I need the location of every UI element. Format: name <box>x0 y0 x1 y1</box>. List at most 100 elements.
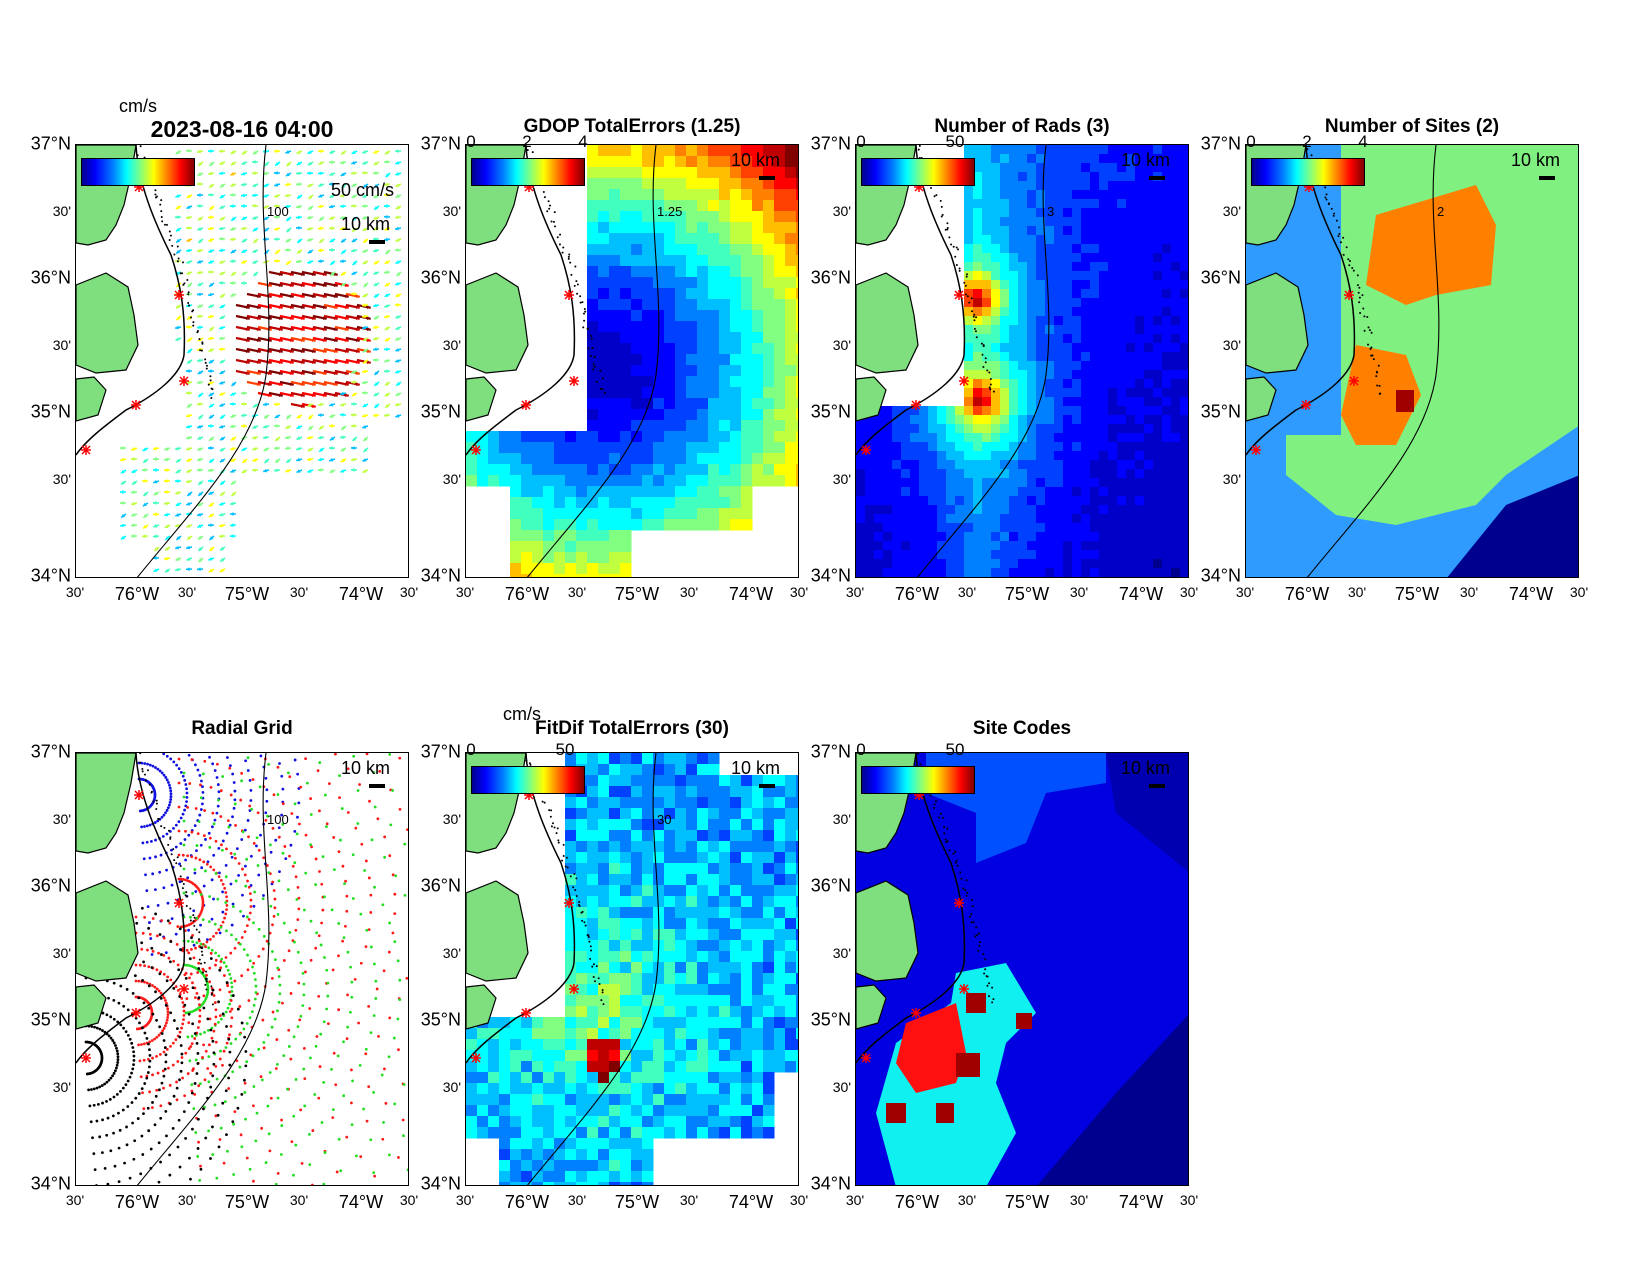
lat-tick-label: 35°N <box>810 1009 851 1030</box>
map-frame <box>465 752 799 1186</box>
lon-tick-label: 30' <box>789 584 809 600</box>
contour-label: 1.25 <box>657 204 683 219</box>
site-marker-icon <box>954 290 964 300</box>
site-marker-icon <box>521 400 531 410</box>
map-svg <box>856 145 1188 577</box>
panel-title: GDOP TotalErrors (1.25) <box>523 116 741 137</box>
site-marker-icon <box>1301 400 1311 410</box>
land-polygon <box>1246 272 1309 374</box>
heatmap-cells <box>466 753 798 1185</box>
lat-tick-label: 36°N <box>30 267 71 288</box>
scale-bar-label: 10 km <box>341 214 391 234</box>
lat-minor-tick-label: 30' <box>52 945 71 961</box>
scale-bar <box>1149 784 1165 788</box>
site-marker-icon <box>959 376 969 386</box>
lat-minor-tick-label: 30' <box>1222 337 1241 353</box>
lat-tick-label: 37°N <box>30 133 71 154</box>
lat-minor-tick-label: 30' <box>442 811 461 827</box>
panel-radial-grid: Radial Grid 100 37°N 36°N 35°N 34°N 30' 30' 30' 3… <box>31 718 418 1212</box>
lon-tick-label: 74°W <box>728 584 774 604</box>
scale-bar-label: 10 km <box>731 150 781 170</box>
contour-label: 30 <box>657 812 672 827</box>
colorbar <box>471 158 585 186</box>
lon-tick-label: 30' <box>177 1192 197 1208</box>
lat-tick-label: 35°N <box>810 401 851 422</box>
site-marker-icon <box>131 400 141 410</box>
panel-num-rads: Number of Rads (3) 3 37°N 36°N 35°N 34°N 30' 30… <box>811 116 1198 604</box>
lon-tick-label: 75°W <box>614 584 660 604</box>
lat-tick-label: 34°N <box>1200 565 1241 586</box>
site-marker-icon <box>174 898 184 908</box>
contour-line <box>526 145 660 577</box>
colorbar-tick-label: 0 <box>466 132 476 151</box>
lon-tick-label: 30' <box>789 1192 809 1208</box>
site-marker-icon <box>569 376 579 386</box>
lat-tick-label: 35°N <box>420 401 461 422</box>
site-marker-icon <box>1344 290 1354 300</box>
lon-tick-label: 30' <box>289 1192 309 1208</box>
colorbar-tick-label: 50 <box>945 740 965 759</box>
site-marker-icon <box>861 1053 871 1063</box>
lon-tick-label: 75°W <box>614 1192 660 1212</box>
lon-tick-label: 75°W <box>224 1192 270 1212</box>
lon-tick-label: 76°W <box>504 584 550 604</box>
lon-tick-label: 30' <box>1179 1192 1199 1208</box>
coastline <box>466 145 576 456</box>
colorbar-tick-label: 4 <box>578 132 588 151</box>
heatmap-cells <box>856 145 1188 577</box>
map-svg <box>76 753 408 1185</box>
lat-tick-label: 34°N <box>810 1173 851 1194</box>
map-svg <box>76 145 402 577</box>
contour-line <box>1306 145 1440 577</box>
lat-minor-tick-label: 30' <box>52 1079 71 1095</box>
land-polygon <box>466 272 529 374</box>
site-marker-icon <box>1349 376 1359 386</box>
lat-tick-label: 37°N <box>30 741 71 762</box>
colorbar <box>861 766 975 794</box>
contour-line <box>136 753 270 1185</box>
site-marker-icon <box>174 290 184 300</box>
lon-tick-label: 74°W <box>1118 584 1164 604</box>
contour-label: 3 <box>1047 204 1055 219</box>
site-marker-icon <box>911 1008 921 1018</box>
lat-tick-label: 35°N <box>1200 401 1241 422</box>
site-marker-icon <box>134 790 144 800</box>
site-marker-icon <box>471 445 481 455</box>
lon-tick-label: 30' <box>399 1192 419 1208</box>
scale-bar-label: 10 km <box>1121 758 1171 778</box>
colorbar-tick-label: 50 <box>945 132 965 151</box>
lon-tick-label: 30' <box>1179 584 1199 600</box>
lon-tick-label: 30' <box>1235 584 1255 600</box>
contour-line <box>136 145 270 577</box>
colorbar-tick-label: 0 <box>856 740 866 759</box>
lon-tick-label: 30' <box>65 1192 85 1208</box>
lat-tick-label: 36°N <box>810 267 851 288</box>
map-base <box>76 145 214 456</box>
lon-tick-label: 75°W <box>1004 1192 1050 1212</box>
lat-tick-label: 34°N <box>810 565 851 586</box>
lon-tick-label: 76°W <box>114 1192 160 1212</box>
land-polygon <box>76 376 107 422</box>
lat-minor-tick-label: 30' <box>1222 203 1241 219</box>
lon-tick-label: 74°W <box>728 1192 774 1212</box>
colorbar-unit-label: cm/s <box>119 96 157 116</box>
land-polygon <box>856 880 919 982</box>
arrow-scale-label: 50 cm/s <box>331 180 395 200</box>
lat-tick-label: 37°N <box>420 741 461 762</box>
scale-bar <box>369 784 385 788</box>
lat-tick-label: 34°N <box>30 1173 71 1194</box>
land-polygon <box>466 376 497 422</box>
colorbar-tick-label: 2 <box>522 132 532 151</box>
scale-bar-label: 10 km <box>1511 150 1561 170</box>
land-polygon <box>466 984 497 1030</box>
colorbar-tick-label: 0 <box>466 740 476 759</box>
lat-tick-label: 35°N <box>420 1009 461 1030</box>
contour-line <box>916 145 1050 577</box>
lon-tick-label: 30' <box>957 1192 977 1208</box>
site-marker-icon <box>521 1008 531 1018</box>
lat-minor-tick-label: 30' <box>832 203 851 219</box>
lat-minor-tick-label: 30' <box>1222 471 1241 487</box>
map-svg <box>466 753 798 1185</box>
panel-title: Number of Rads (3) <box>934 116 1110 137</box>
site-marker-icon <box>131 1008 141 1018</box>
